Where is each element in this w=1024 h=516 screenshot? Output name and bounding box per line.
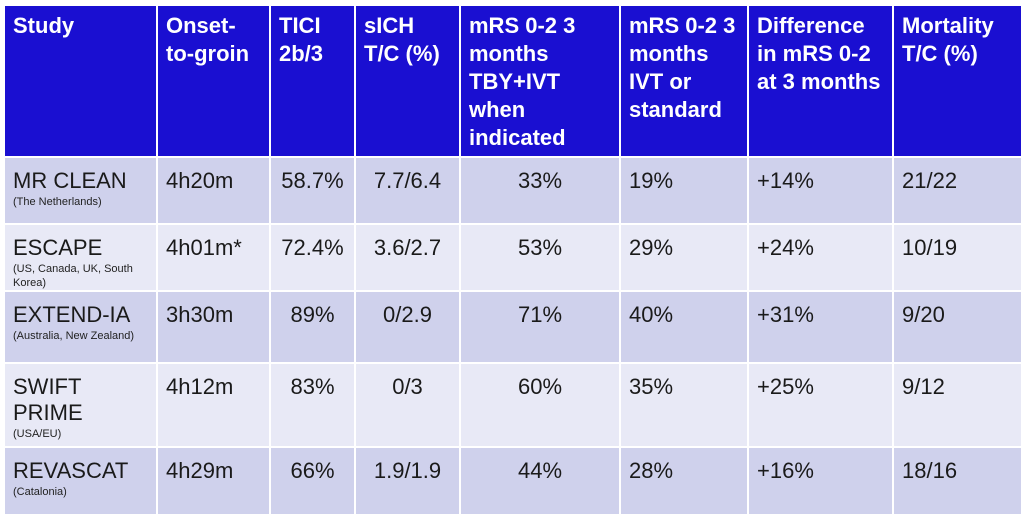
onset-cell: 4h12m	[156, 362, 271, 448]
study-region: (Australia, New Zealand)	[13, 330, 135, 342]
difference-cell: +24%	[747, 223, 894, 292]
header-mortality: Mortality T/C (%)	[892, 4, 1023, 158]
mrs-tby-cell: 60%	[459, 362, 621, 448]
study-name: REVASCAT	[13, 458, 129, 483]
study-cell: MR CLEAN (The Netherlands)	[3, 156, 158, 225]
mrs-tby-cell: 53%	[459, 223, 621, 292]
mortality-cell: 21/22	[892, 156, 1023, 225]
onset-cell: 4h20m	[156, 156, 271, 225]
table-row: EXTEND-IA (Australia, New Zealand) 3h30m …	[3, 290, 1023, 364]
tici-cell: 66%	[269, 446, 356, 516]
mrs-ivt-cell: 35%	[619, 362, 749, 448]
study-name: SWIFT PRIME	[13, 374, 83, 425]
mrs-tby-cell: 44%	[459, 446, 621, 516]
header-mrs-ivt: mRS 0-2 3 months IVT or standard	[619, 4, 749, 158]
trial-results-table: Study Onset-to-groin TICI 2b/3 sICH T/C …	[3, 4, 1023, 516]
difference-cell: +16%	[747, 446, 894, 516]
onset-cell: 3h30m	[156, 290, 271, 364]
mrs-ivt-cell: 40%	[619, 290, 749, 364]
mrs-tby-cell: 71%	[459, 290, 621, 364]
study-region: (USA/EU)	[13, 428, 62, 440]
table-row: ESCAPE (US, Canada, UK, South Korea) 4h01…	[3, 223, 1023, 292]
difference-cell: +31%	[747, 290, 894, 364]
mortality-cell: 10/19	[892, 223, 1023, 292]
study-cell: EXTEND-IA (Australia, New Zealand)	[3, 290, 158, 364]
study-region: (Catalonia)	[13, 486, 67, 498]
study-cell: SWIFT PRIME (USA/EU)	[3, 362, 158, 448]
mrs-ivt-cell: 28%	[619, 446, 749, 516]
mortality-cell: 18/16	[892, 446, 1023, 516]
tici-cell: 89%	[269, 290, 356, 364]
sich-cell: 0/2.9	[354, 290, 461, 364]
sich-cell: 0/3	[354, 362, 461, 448]
header-mrs-tby: mRS 0-2 3 months TBY+IVT when indicated	[459, 4, 621, 158]
mrs-ivt-cell: 29%	[619, 223, 749, 292]
table-row: MR CLEAN (The Netherlands) 4h20m 58.7% 7.…	[3, 156, 1023, 225]
sich-cell: 3.6/2.7	[354, 223, 461, 292]
header-difference: Difference in mRS 0-2 at 3 months	[747, 4, 894, 158]
sich-cell: 7.7/6.4	[354, 156, 461, 225]
study-cell: ESCAPE (US, Canada, UK, South Korea)	[3, 223, 158, 292]
onset-cell: 4h29m	[156, 446, 271, 516]
mrs-tby-cell: 33%	[459, 156, 621, 225]
table-row: REVASCAT (Catalonia) 4h29m 66% 1.9/1.9 44…	[3, 446, 1023, 516]
study-cell: REVASCAT (Catalonia)	[3, 446, 158, 516]
study-region: (The Netherlands)	[13, 196, 102, 208]
tici-cell: 58.7%	[269, 156, 356, 225]
header-sich: sICH T/C (%)	[354, 4, 461, 158]
mortality-cell: 9/12	[892, 362, 1023, 448]
study-name: ESCAPE	[13, 235, 103, 260]
table-row: SWIFT PRIME (USA/EU) 4h12m 83% 0/3 60% 35…	[3, 362, 1023, 448]
header-study: Study	[3, 4, 158, 158]
tici-cell: 83%	[269, 362, 356, 448]
header-row: Study Onset-to-groin TICI 2b/3 sICH T/C …	[3, 4, 1023, 158]
sich-cell: 1.9/1.9	[354, 446, 461, 516]
difference-cell: +25%	[747, 362, 894, 448]
mrs-ivt-cell: 19%	[619, 156, 749, 225]
header-tici: TICI 2b/3	[269, 4, 356, 158]
mortality-cell: 9/20	[892, 290, 1023, 364]
study-name: MR CLEAN	[13, 168, 127, 193]
study-name: EXTEND-IA	[13, 302, 131, 327]
difference-cell: +14%	[747, 156, 894, 225]
header-onset-to-groin: Onset-to-groin	[156, 4, 271, 158]
onset-cell: 4h01m*	[156, 223, 271, 292]
tici-cell: 72.4%	[269, 223, 356, 292]
study-region: (US, Canada, UK, South Korea)	[13, 263, 133, 289]
